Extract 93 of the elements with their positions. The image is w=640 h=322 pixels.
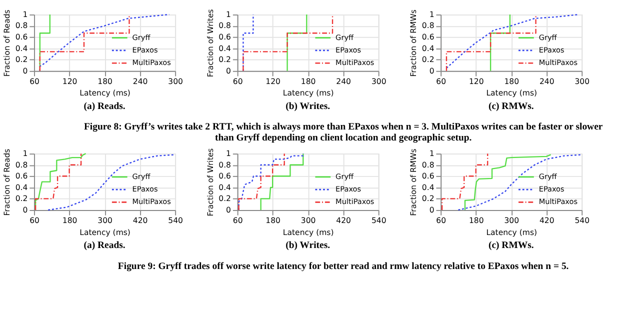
y-tick-label: 0.8 <box>15 160 28 170</box>
text: (c) RMWs. <box>488 240 534 251</box>
y-axis-title: Fraction of Reads <box>2 148 12 216</box>
x-tick-label: 240 <box>132 77 148 86</box>
y-tick-label: 1 <box>226 10 232 19</box>
x-tick-label: 60 <box>232 216 243 226</box>
x-tick-label: 60 <box>232 77 243 86</box>
x-tick-label: 60 <box>30 77 40 86</box>
y-tick-label: 1 <box>429 149 434 158</box>
y-tick-label: 0 <box>22 205 28 214</box>
y-tick-label: 0.6 <box>15 172 28 181</box>
x-tick-label: 180 <box>98 77 113 86</box>
caption: Figure 8: Gryff’s writes take 2 RTT, which is always more than EPaxos when n = 3. MultiPaxos writes can be faster or slower than Gryff depending on client location and geographic setup. <box>84 122 604 144</box>
x-tick-label: 300 <box>300 216 316 226</box>
y-tick-label: 1 <box>22 149 28 158</box>
y-tick-label: 0.2 <box>15 55 28 64</box>
x-tick-label: 120 <box>266 77 281 86</box>
y-axis-title: Fraction of Reads <box>2 10 12 77</box>
x-tick-label: 540 <box>371 216 386 226</box>
x-tick-label: 300 <box>371 77 386 86</box>
line-series <box>458 154 582 211</box>
text: (c) RMWs. <box>488 100 534 112</box>
x-axis-title: Latency (ms) <box>282 228 334 237</box>
y-tick-label: 0.4 <box>15 44 28 53</box>
x-tick-label: 120 <box>62 77 78 86</box>
y-axis-title: Fraction of Writes <box>206 9 215 78</box>
y-tick-label: 0.6 <box>422 32 434 42</box>
x-axis-title: Latency (ms) <box>486 88 538 98</box>
x-axis-title: Latency (ms) <box>80 88 130 98</box>
y-tick-label: 0.2 <box>218 194 232 204</box>
y-tick-label: 0.6 <box>15 32 28 42</box>
caption: Figure 9: Gryff trades off worse write latency for better read and rmw latency relative to EPaxos when n = 5. <box>118 260 569 272</box>
y-tick-label: 0 <box>226 66 232 76</box>
x-axis-title: Latency (ms) <box>80 228 130 237</box>
y-axis-title: Fraction of Writes <box>206 148 215 216</box>
x-tick-label: 180 <box>504 77 520 86</box>
x-tick-label: 240 <box>336 77 352 86</box>
x-tick-label: 180 <box>266 216 281 226</box>
y-tick-label: 0.4 <box>218 182 232 192</box>
y-axis-title: Fraction of RMWs <box>409 10 418 77</box>
y-tick-label: 0.4 <box>422 182 434 192</box>
x-tick-label: 60 <box>436 77 446 86</box>
y-tick-label: 1 <box>429 10 434 19</box>
x-tick-label: 60 <box>30 216 40 226</box>
y-tick-label: 0.2 <box>422 194 434 204</box>
x-tick-label: 300 <box>168 77 184 86</box>
x-tick-label: 300 <box>574 77 590 86</box>
line-series <box>260 152 304 211</box>
y-tick-label: 1 <box>22 10 28 19</box>
line-series <box>39 14 130 72</box>
y-tick-label: 0.8 <box>422 21 434 30</box>
y-tick-label: 0.2 <box>422 55 434 64</box>
y-tick-label: 0.6 <box>218 32 232 42</box>
x-tick-label: 540 <box>574 216 590 226</box>
x-axis-title: Latency (ms) <box>282 88 334 98</box>
y-tick-label: 1 <box>226 149 232 158</box>
text: (a) Reads. <box>84 100 126 112</box>
line-series <box>446 14 580 69</box>
text: (a) Reads. <box>84 240 126 251</box>
y-tick-label: 0.6 <box>218 172 232 181</box>
y-tick-label: 0.8 <box>218 160 232 170</box>
x-tick-label: 300 <box>504 216 520 226</box>
x-tick-label: 240 <box>539 77 554 86</box>
x-tick-label: 180 <box>62 216 78 226</box>
line-series <box>446 14 536 72</box>
text: (b) Writes. <box>286 100 330 112</box>
y-tick-label: 0 <box>429 66 434 76</box>
y-axis-title: Fraction of RMWs <box>409 148 418 216</box>
y-tick-label: 0.8 <box>218 21 232 30</box>
y-tick-label: 0.4 <box>15 182 28 192</box>
line-series <box>242 14 334 72</box>
y-tick-label: 0 <box>226 205 232 214</box>
y-tick-label: 0.8 <box>422 160 434 170</box>
x-tick-label: 180 <box>468 216 484 226</box>
y-tick-label: 0.2 <box>218 55 232 64</box>
x-tick-label: 120 <box>468 77 484 86</box>
x-axis-title: Latency (ms) <box>486 228 538 237</box>
x-tick-label: 540 <box>168 216 184 226</box>
x-tick-label: 300 <box>98 216 113 226</box>
x-tick-label: 180 <box>300 77 316 86</box>
y-tick-label: 0 <box>429 205 434 214</box>
y-tick-label: 0.4 <box>218 44 232 53</box>
y-tick-label: 0.2 <box>15 194 28 204</box>
x-tick-label: 420 <box>336 216 352 226</box>
text: (b) Writes. <box>286 240 330 251</box>
x-tick-label: 420 <box>132 216 148 226</box>
y-tick-label: 0 <box>22 66 28 76</box>
y-tick-label: 0.4 <box>422 44 434 53</box>
y-tick-label: 0.6 <box>422 172 434 181</box>
line-series <box>48 154 176 211</box>
x-tick-label: 60 <box>436 216 446 226</box>
y-tick-label: 0.8 <box>15 21 28 30</box>
x-tick-label: 420 <box>539 216 554 226</box>
